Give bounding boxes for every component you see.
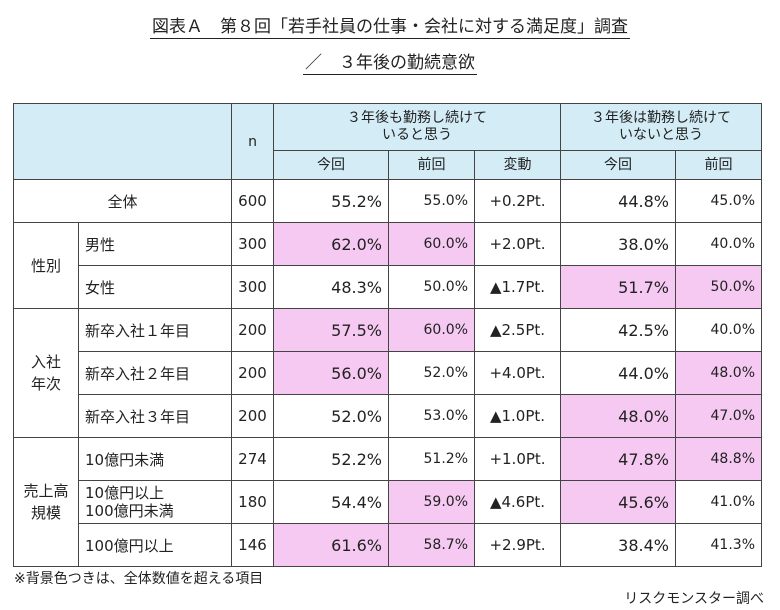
cell-stay-cur: 56.0% <box>273 351 389 395</box>
footnote: ※背景色つきは、全体数値を超える項目 <box>14 571 264 587</box>
cell-leave-cur: 44.8% <box>560 179 676 223</box>
cell-stay-prev: 60.0% <box>388 222 475 266</box>
cell-leave-cur: 42.5% <box>560 308 676 352</box>
cell-change: ▲2.5Pt. <box>474 308 561 352</box>
row-label: 100億円以上 <box>78 523 232 567</box>
header-leave-current: 今回 <box>560 150 676 180</box>
row-label: 新卒入社２年目 <box>78 351 232 395</box>
table-row: 全体 600 55.2% 55.0% +0.2Pt. 44.8% 45.0% <box>13 179 762 223</box>
table-row: 新卒入社２年目 200 56.0% 52.0% +4.0Pt. 44.0% 48.0% <box>14 351 762 395</box>
cell-n: 600 <box>231 179 274 223</box>
cell-leave-cur: 47.8% <box>560 437 676 481</box>
cell-stay-cur: 54.4% <box>273 480 389 524</box>
group-label: 入社 年次 <box>13 308 79 438</box>
cell-n: 200 <box>231 351 274 395</box>
row-label: 女性 <box>78 265 232 309</box>
cell-leave-prev: 47.0% <box>675 394 762 438</box>
cell-change: +1.0Pt. <box>474 437 561 481</box>
cell-change: ▲4.6Pt. <box>474 480 561 524</box>
cell-stay-cur: 62.0% <box>273 222 389 266</box>
data-table: n ３年後も勤務し続けて いると思う ３年後は勤務し続けて いないと思う 今回 … <box>13 103 762 567</box>
cell-change: +2.9Pt. <box>474 523 561 567</box>
chart-title-text: 図表Ａ 第８回「若手社員の仕事・会社に対する満足度」調査 <box>150 12 630 39</box>
cell-stay-cur: 52.2% <box>273 437 389 481</box>
cell-stay-cur: 57.5% <box>273 308 389 352</box>
row-label: 新卒入社１年目 <box>78 308 232 352</box>
header-change: 変動 <box>474 150 561 180</box>
chart-subtitle-text: ／ ３年後の勤続意欲 <box>303 48 477 75</box>
header-leave-previous: 前回 <box>675 150 762 180</box>
cell-leave-cur: 38.0% <box>560 222 676 266</box>
cell-stay-prev: 51.2% <box>388 437 475 481</box>
cell-leave-cur: 45.6% <box>560 480 676 524</box>
source-credit: リスクモンスター調べ <box>624 591 764 607</box>
cell-stay-prev: 52.0% <box>388 351 475 395</box>
cell-stay-prev: 53.0% <box>388 394 475 438</box>
cell-stay-cur: 52.0% <box>273 394 389 438</box>
group-label: 売上高 規模 <box>13 437 79 567</box>
table-row: 10億円以上 100億円未満 180 54.4% 59.0% ▲4.6Pt. 45.6% 4… <box>14 480 762 524</box>
cell-stay-prev: 60.0% <box>388 308 475 352</box>
row-label: 全体 <box>13 179 232 223</box>
cell-leave-prev: 48.8% <box>675 437 762 481</box>
cell-change: ▲1.7Pt. <box>474 265 561 309</box>
cell-leave-cur: 51.7% <box>560 265 676 309</box>
cell-leave-prev: 40.0% <box>675 222 762 266</box>
header-group-leave: ３年後は勤務し続けて いないと思う <box>560 103 762 151</box>
header-stay-current: 今回 <box>273 150 389 180</box>
cell-change: ▲1.0Pt. <box>474 394 561 438</box>
chart-title: 図表Ａ 第８回「若手社員の仕事・会社に対する満足度」調査 <box>0 12 780 39</box>
cell-n: 200 <box>231 308 274 352</box>
cell-n: 200 <box>231 394 274 438</box>
row-label: 10億円未満 <box>78 437 232 481</box>
cell-stay-prev: 58.7% <box>388 523 475 567</box>
table-row: 売上高 規模 10億円未満 274 52.2% 51.2% +1.0Pt. 47.8% 48.… <box>13 437 762 567</box>
header-group-stay: ３年後も勤務し続けて いると思う <box>273 103 561 151</box>
table-row: 性別 男性 300 62.0% 60.0% +2.0Pt. 38.0% 40.0% <box>13 222 762 309</box>
cell-stay-prev: 55.0% <box>388 179 475 223</box>
cell-leave-prev: 45.0% <box>675 179 762 223</box>
cell-change: +4.0Pt. <box>474 351 561 395</box>
cell-leave-cur: 48.0% <box>560 394 676 438</box>
cell-stay-prev: 59.0% <box>388 480 475 524</box>
cell-leave-prev: 50.0% <box>675 265 762 309</box>
table-row: 女性 300 48.3% 50.0% ▲1.7Pt. 51.7% 50.0% <box>14 265 762 309</box>
row-label: 10億円以上 100億円未満 <box>78 480 232 524</box>
cell-leave-prev: 40.0% <box>675 308 762 352</box>
cell-n: 180 <box>231 480 274 524</box>
cell-change: +0.2Pt. <box>474 179 561 223</box>
row-label: 男性 <box>78 222 232 266</box>
header-n: n <box>231 103 274 180</box>
table-row: 新卒入社３年目 200 52.0% 53.0% ▲1.0Pt. 48.0% 47.0% <box>14 394 762 438</box>
cell-stay-cur: 61.6% <box>273 523 389 567</box>
cell-stay-cur: 48.3% <box>273 265 389 309</box>
table-row: 100億円以上 146 61.6% 58.7% +2.9Pt. 38.4% 41.3% <box>14 523 762 567</box>
cell-stay-prev: 50.0% <box>388 265 475 309</box>
cell-leave-prev: 41.0% <box>675 480 762 524</box>
cell-n: 300 <box>231 222 274 266</box>
cell-n: 146 <box>231 523 274 567</box>
cell-change: +2.0Pt. <box>474 222 561 266</box>
header-stay-previous: 前回 <box>388 150 475 180</box>
header-corner <box>13 103 232 180</box>
table-row: 入社 年次 新卒入社１年目 200 57.5% 60.0% ▲2.5Pt. 42.5% 40.… <box>13 308 762 438</box>
cell-n: 300 <box>231 265 274 309</box>
cell-leave-cur: 44.0% <box>560 351 676 395</box>
cell-leave-prev: 48.0% <box>675 351 762 395</box>
group-label: 性別 <box>13 222 79 309</box>
cell-stay-cur: 55.2% <box>273 179 389 223</box>
row-label: 新卒入社３年目 <box>78 394 232 438</box>
cell-leave-prev: 41.3% <box>675 523 762 567</box>
cell-leave-cur: 38.4% <box>560 523 676 567</box>
chart-subtitle: ／ ３年後の勤続意欲 <box>0 48 780 75</box>
cell-n: 274 <box>231 437 274 481</box>
table-body: 全体 600 55.2% 55.0% +0.2Pt. 44.8% 45.0% 性別 男性 300… <box>13 179 762 567</box>
